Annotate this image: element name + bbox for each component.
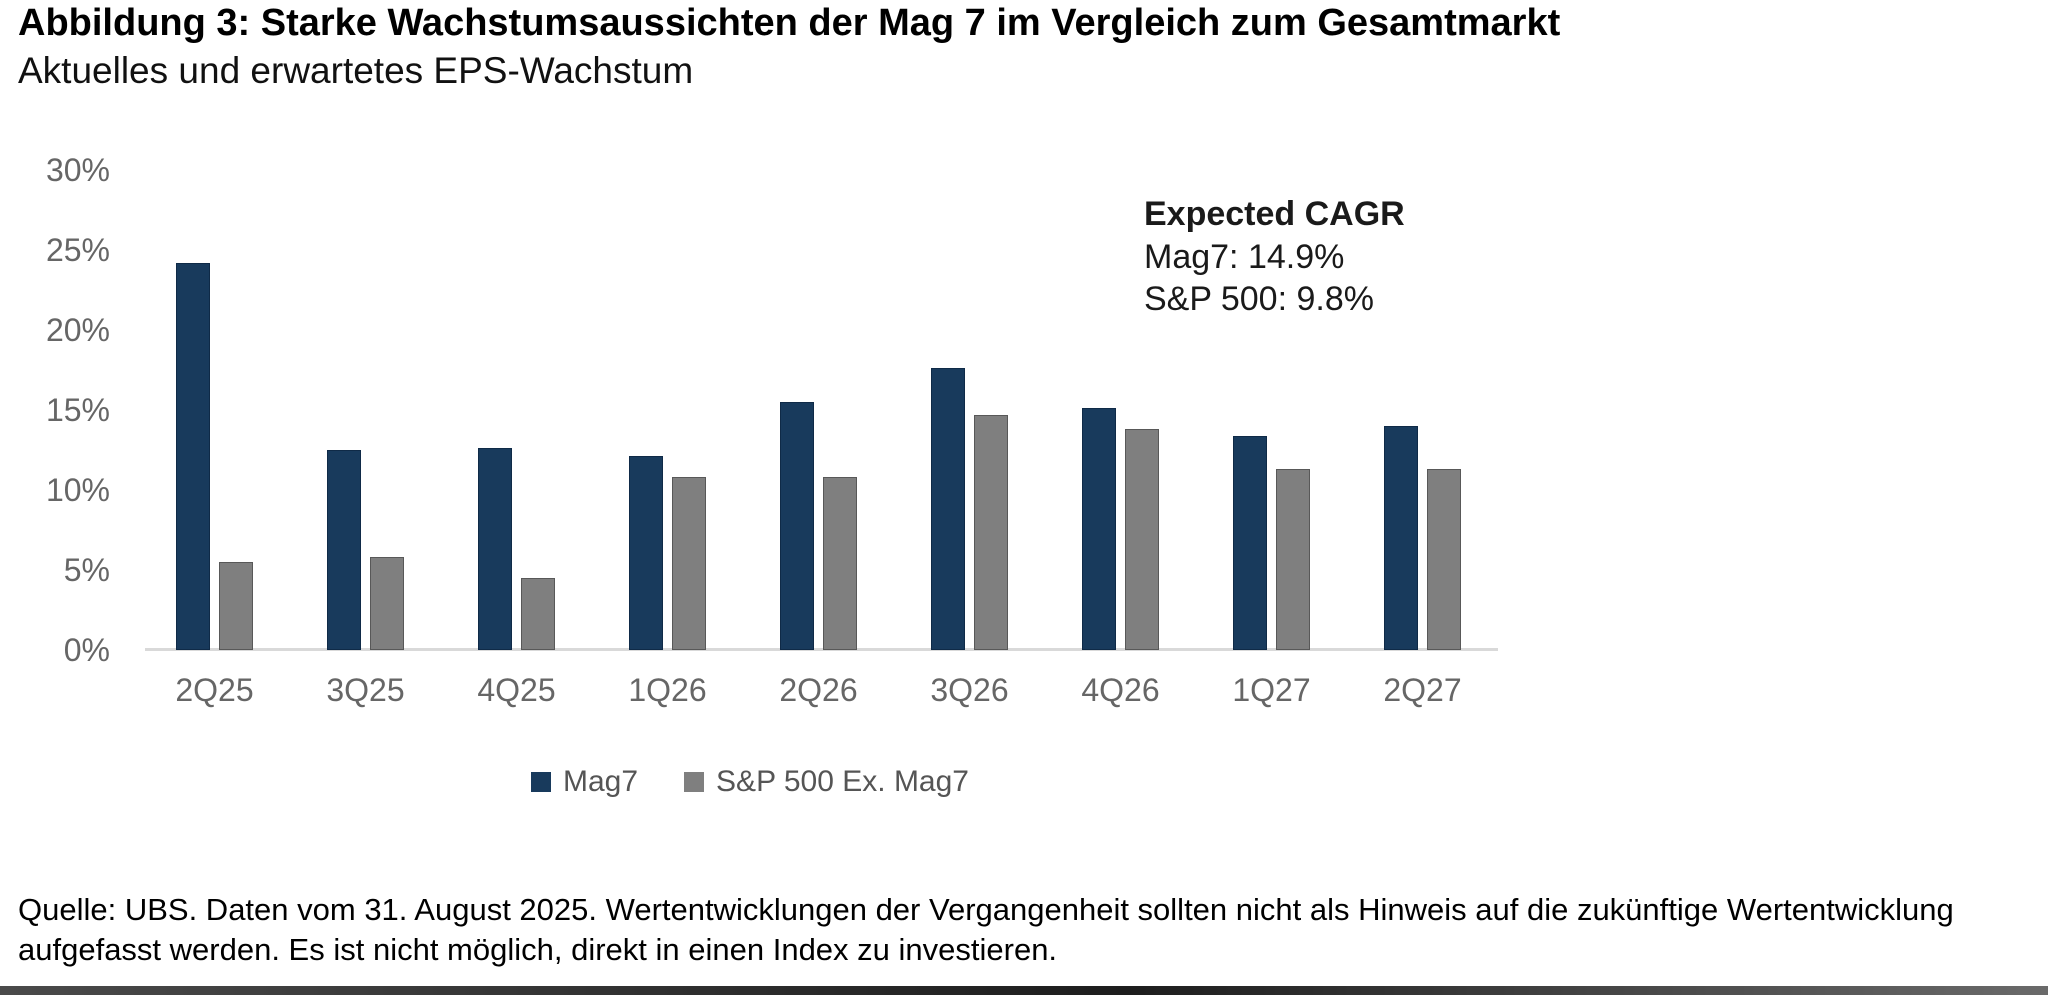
y-axis-tick-5: 5% [63,552,110,588]
annotation-title: Expected CAGR [1144,195,1405,233]
bar-sp500-ex-mag7-3Q25 [370,557,404,650]
bar-sp500-ex-mag7-1Q27 [1276,469,1310,650]
figure-title: Abbildung 3: Starke Wachstumsaussichten … [18,2,1561,44]
bar-sp500-ex-mag7-3Q26 [974,414,1008,650]
bar-mag7-4Q26 [1082,408,1116,650]
x-axis-label-3Q26: 3Q26 [930,672,1009,708]
footer-source-note: Quelle: UBS. Daten vom 31. August 2025. … [18,892,1954,967]
cagr-annotation: Expected CAGR Mag7: 14.9% S&P 500: 9.8% [1144,192,1405,320]
x-axis-label-2Q27: 2Q27 [1383,672,1462,708]
y-axis-tick-0: 0% [63,632,110,668]
x-axis-label-3Q25: 3Q25 [326,672,405,708]
bottom-edge-bar [0,986,2048,995]
annotation-line-mag7: Mag7: 14.9% [1144,238,1345,276]
figure-subtitle: Aktuelles und erwartetes EPS-Wachstum [18,50,694,91]
y-axis-tick-10: 10% [45,472,110,508]
annotation-line-sp500: S&P 500: 9.8% [1144,280,1374,318]
y-axis-tick-30: 30% [45,152,110,188]
bar-mag7-2Q25 [176,262,210,650]
y-axis-tick-20: 20% [45,312,110,348]
legend-label: Mag7 [563,765,639,798]
x-axis-line [145,648,1498,651]
bar-sp500-ex-mag7-4Q25 [521,578,555,650]
bar-sp500-ex-mag7-2Q26 [823,477,857,650]
x-axis-label-2Q25: 2Q25 [175,672,254,708]
legend-swatch-mag7 [531,772,551,792]
bar-mag7-1Q26 [629,456,663,650]
bar-mag7-3Q25 [327,450,361,650]
bar-sp500-ex-mag7-4Q26 [1125,429,1159,650]
y-axis-tick-15: 15% [45,392,110,428]
legend-label: S&P 500 Ex. Mag7 [716,765,969,798]
x-axis-label-2Q26: 2Q26 [779,672,858,708]
y-axis-tick-25: 25% [45,232,110,268]
bar-mag7-4Q25 [478,448,512,650]
bar-mag7-3Q26 [931,368,965,650]
x-axis-label-1Q27: 1Q27 [1232,672,1311,708]
legend-item-sp500-ex-mag7: S&P 500 Ex. Mag7 [684,765,969,799]
bar-sp500-ex-mag7-1Q26 [672,477,706,650]
legend-item-mag7: Mag7 [531,765,638,799]
legend: Mag7 S&P 500 Ex. Mag7 [100,765,1400,799]
bar-sp500-ex-mag7-2Q27 [1427,469,1461,650]
bar-sp500-ex-mag7-2Q25 [219,562,253,650]
x-axis-label-4Q26: 4Q26 [1081,672,1160,708]
x-axis-label-1Q26: 1Q26 [628,672,707,708]
x-axis-label-4Q25: 4Q25 [477,672,556,708]
bar-mag7-2Q26 [780,402,814,650]
legend-swatch-sp500-ex-mag7 [684,772,705,792]
bar-mag7-1Q27 [1233,435,1267,650]
bar-mag7-2Q27 [1384,426,1418,650]
